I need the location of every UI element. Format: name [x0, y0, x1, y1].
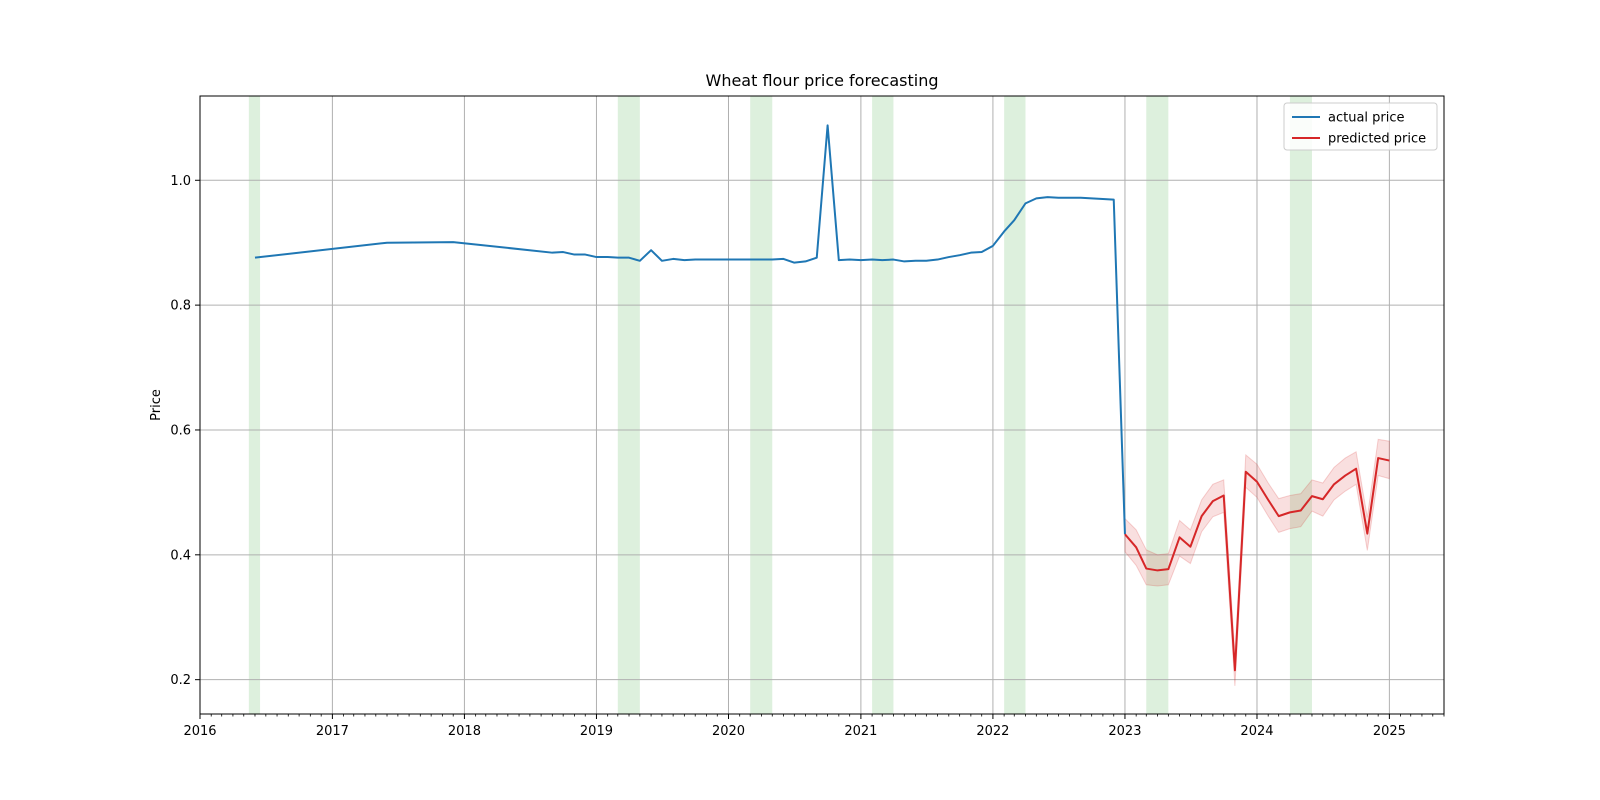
- y-tick-label: 1.0: [170, 174, 191, 189]
- y-tick-label: 0.6: [170, 423, 191, 438]
- highlight-period-3: [872, 96, 894, 714]
- x-tick-label: 2025: [1373, 724, 1406, 739]
- predicted-price-line: [1124, 457, 1390, 672]
- y-tick-label: 0.8: [170, 299, 191, 314]
- y-axis-label: Price: [149, 389, 164, 421]
- x-axis-ticks: 2016 2017 2018 2019 2020 2021 2022 2023 2024 2025: [183, 714, 1445, 739]
- actual-price-line: [254, 124, 1126, 535]
- legend-label-actual: actual price: [1328, 111, 1405, 126]
- legend-label-predicted: predicted price: [1328, 132, 1426, 147]
- highlight-period-2: [750, 96, 773, 714]
- highlight-periods: [248, 96, 1312, 714]
- x-tick-label: 2020: [712, 724, 745, 739]
- x-tick-label: 2022: [976, 724, 1009, 739]
- prediction-band: [1124, 438, 1390, 686]
- legend: actual price predicted price: [1283, 102, 1438, 151]
- plot-frame: [199, 95, 1445, 715]
- legend-box: [1283, 102, 1438, 151]
- highlight-period-5: [1146, 96, 1169, 714]
- x-tick-label: 2023: [1108, 724, 1141, 739]
- highlight-period-6: [1289, 96, 1312, 714]
- x-tick-label: 2024: [1240, 724, 1273, 739]
- x-tick-label: 2019: [580, 724, 613, 739]
- x-tick-label: 2021: [844, 724, 877, 739]
- prediction-interval: [1124, 438, 1390, 686]
- series-lines: [254, 124, 1390, 672]
- y-tick-label: 0.2: [170, 673, 191, 688]
- highlight-period-4: [1004, 96, 1026, 714]
- y-tick-label: 0.4: [170, 548, 191, 563]
- x-tick-label: 2018: [448, 724, 481, 739]
- highlight-period-1: [617, 96, 640, 714]
- y-axis-ticks: 0.2 0.4 0.6 0.8 1.0: [170, 174, 200, 688]
- highlight-period-0: [248, 96, 261, 714]
- x-tick-label: 2017: [316, 724, 349, 739]
- chart-title: Wheat flour price forecasting: [706, 71, 939, 90]
- x-tick-label: 2016: [183, 724, 216, 739]
